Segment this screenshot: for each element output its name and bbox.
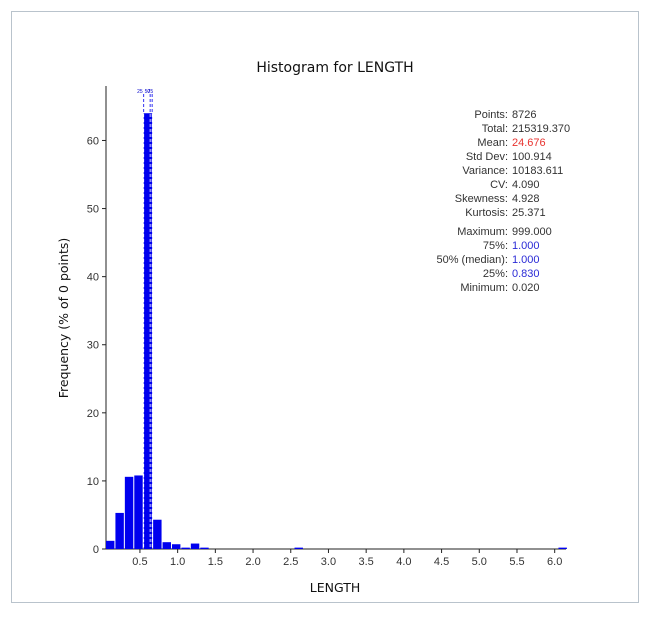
stat-label: Total:	[482, 123, 508, 135]
histogram-bar	[181, 547, 190, 549]
stat-label: Points:	[474, 109, 508, 121]
stat-value: 8726	[512, 109, 536, 121]
stat-value: 4.928	[512, 193, 540, 205]
stat-label: Skewness:	[455, 193, 508, 205]
x-tick-label: 2.0	[245, 556, 260, 568]
x-axis-title: LENGTH	[310, 580, 361, 595]
x-tick-label: 4.5	[434, 556, 449, 568]
stat-value: 1.000	[512, 240, 540, 252]
histogram-bar	[162, 542, 171, 549]
stat-label: Std Dev:	[466, 151, 508, 163]
y-tick-label: 30	[87, 340, 99, 352]
x-tick-label: 3.5	[359, 556, 374, 568]
x-tick-label: 4.0	[396, 556, 411, 568]
x-tick-label: 3.0	[321, 556, 336, 568]
histogram-bar	[115, 512, 124, 549]
histogram-bar	[171, 544, 181, 549]
stat-label: CV:	[490, 179, 508, 191]
y-tick-label: 20	[87, 408, 99, 420]
y-tick-label: 10	[87, 476, 99, 488]
y-tick-label: 40	[87, 272, 99, 284]
y-axis-title: Frequency (% of 0 points)	[56, 238, 71, 399]
stat-value: 0.020	[512, 282, 540, 294]
stat-label: Kurtosis:	[465, 207, 508, 219]
histogram-bar	[190, 543, 200, 549]
chart-frame	[11, 11, 639, 603]
x-tick-label: 6.0	[547, 556, 562, 568]
histogram-bar	[200, 547, 209, 549]
stat-value: 1.000	[512, 254, 540, 266]
histogram-bar	[124, 476, 134, 549]
plot-area: 0 10 20 30 40 50 60 0.5 1.0 1.5 2.0 2.5 3.0 3.5 4.0 4.5…	[87, 86, 567, 568]
stat-label: Variance:	[462, 165, 508, 177]
quartile-marker-label: 75	[148, 89, 154, 95]
quartile-marker-label: 50	[145, 89, 151, 95]
x-tick-label: 0.5	[132, 556, 147, 568]
statistics-panel: Points: 8726 Total: 215319.370 Mean: 24.676 St…	[436, 109, 570, 294]
stat-value: 24.676	[512, 137, 546, 149]
y-tick-label: 60	[87, 135, 99, 147]
x-tick-label: 5.5	[509, 556, 524, 568]
stat-label: Mean:	[477, 137, 508, 149]
x-tick-label: 1.5	[208, 556, 223, 568]
x-tick-label: 1.0	[170, 556, 185, 568]
stat-value: 215319.370	[512, 123, 570, 135]
chart-title: Histogram for LENGTH	[256, 60, 413, 76]
stat-value: 25.371	[512, 207, 546, 219]
stat-label: 25%:	[483, 268, 508, 280]
histogram-bar	[558, 547, 567, 549]
stat-value: 4.090	[512, 179, 540, 191]
x-tick-label: 5.0	[472, 556, 487, 568]
stat-value: 999.000	[512, 226, 552, 238]
histogram-bar	[106, 540, 115, 549]
stat-label: 75%:	[483, 240, 508, 252]
histogram-bar	[294, 547, 303, 549]
quartile-marker-label: 25	[137, 89, 143, 95]
histogram-bar	[153, 519, 162, 549]
stat-label: Minimum:	[460, 282, 508, 294]
histogram-bar	[143, 113, 153, 549]
y-tick-label: 50	[87, 204, 99, 216]
y-tick-label: 0	[93, 544, 99, 556]
stat-value: 0.830	[512, 268, 540, 280]
stat-value: 10183.611	[512, 165, 563, 177]
x-tick-label: 2.5	[283, 556, 298, 568]
stat-label: 50% (median):	[436, 254, 508, 266]
stat-label: Maximum:	[457, 226, 508, 238]
stat-value: 100.914	[512, 151, 552, 163]
histogram-bar	[134, 475, 143, 549]
